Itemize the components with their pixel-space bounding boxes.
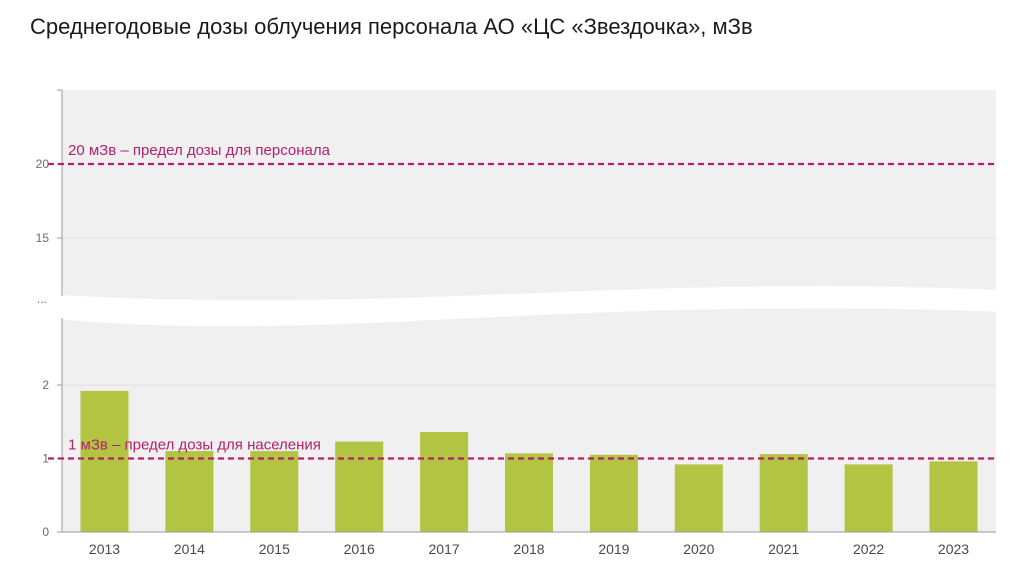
axes — [57, 89, 996, 533]
axis-break-band — [30, 286, 1000, 327]
y-tick-label: 0 — [42, 525, 49, 539]
x-tick-label: 2014 — [174, 541, 205, 557]
x-tick-label: 2013 — [89, 541, 120, 557]
x-tick-label: 2018 — [513, 541, 544, 557]
axis-break — [30, 286, 1000, 327]
x-tick-label: 2023 — [938, 541, 969, 557]
x-tick-label: 2015 — [259, 541, 290, 557]
reference-lines — [48, 162, 996, 460]
y-tick-label: 1 — [42, 452, 49, 466]
bar — [165, 451, 214, 532]
y-tick-label: 20 — [36, 157, 50, 171]
bar — [929, 461, 978, 532]
axis-break-marker: ... — [37, 292, 47, 306]
x-tick-label: 2022 — [853, 541, 884, 557]
bar — [80, 390, 129, 532]
bar — [759, 454, 808, 532]
x-tick-label: 2019 — [598, 541, 629, 557]
reference-line-label: 20 мЗв – предел дозы для персонала — [68, 142, 331, 159]
chart-title: Среднегодовые дозы облучения персонала А… — [30, 14, 753, 39]
y-tick-label: 2 — [42, 378, 49, 392]
bar — [250, 451, 299, 532]
y-tick-label: 15 — [36, 231, 50, 245]
bar — [844, 464, 893, 532]
x-tick-label: 2017 — [429, 541, 460, 557]
reference-line-label: 1 мЗв – предел дозы для населения — [68, 437, 321, 454]
bar — [420, 432, 469, 532]
bars — [80, 390, 978, 532]
bar — [589, 454, 638, 532]
bar — [674, 464, 723, 532]
x-tick-label: 2016 — [344, 541, 375, 557]
x-tick-label: 2020 — [683, 541, 714, 557]
x-tick-label: 2021 — [768, 541, 799, 557]
bar — [505, 453, 553, 532]
labels: 15 20 0 1 2... 2013 2014 2015 2016 2017 2018 2019 20… — [36, 142, 970, 557]
bar — [335, 441, 384, 532]
